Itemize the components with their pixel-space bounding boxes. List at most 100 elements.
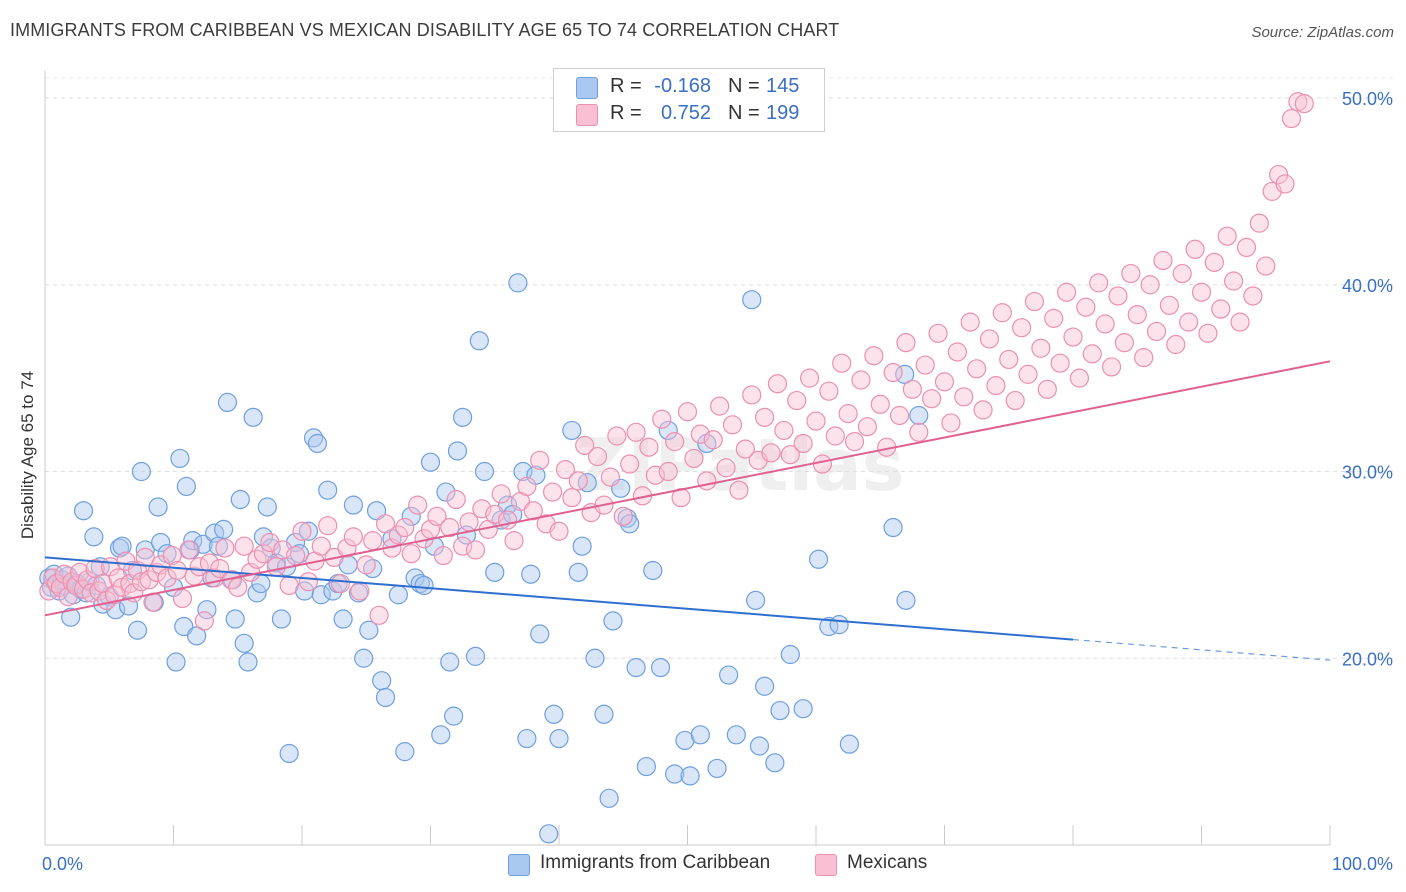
point-0-51 (238, 652, 258, 672)
point-0-77 (359, 620, 379, 640)
point-0-106 (513, 461, 533, 482)
point-1-189 (1166, 334, 1186, 355)
point-0-127 (643, 560, 663, 581)
point-1-199 (1230, 312, 1250, 332)
point-1-154 (941, 413, 961, 433)
point-1-80 (465, 540, 486, 560)
point-1-96 (568, 471, 588, 491)
trend-lines (44, 360, 1331, 661)
y-tick-labels: 20.0% 30.0% 40.0% 50.0% (1342, 89, 1393, 669)
point-1-102 (607, 426, 627, 446)
point-0-81 (375, 687, 396, 708)
point-1-196 (1211, 299, 1231, 319)
point-0-125 (626, 657, 646, 678)
point-0-94 (444, 706, 464, 726)
point-1-190 (1172, 263, 1192, 284)
y-tick-label-20: 20.0% (1342, 649, 1393, 669)
y-tick-label-40: 40.0% (1342, 276, 1393, 296)
point-1-151 (922, 389, 942, 409)
point-0-136 (719, 665, 739, 685)
legend-n-label: N = (728, 75, 760, 97)
point-1-168 (1031, 338, 1051, 358)
point-1-205 (1268, 164, 1289, 185)
point-1-105 (626, 422, 646, 442)
point-1-110 (658, 461, 678, 482)
point-0-53 (247, 583, 267, 603)
point-1-119 (716, 458, 736, 478)
point-0-116 (572, 536, 592, 556)
point-0-26 (131, 461, 151, 482)
point-1-128 (774, 420, 794, 441)
point-0-27 (135, 540, 155, 560)
point-0-130 (665, 764, 685, 784)
point-0-144 (780, 644, 800, 665)
point-1-24 (131, 572, 151, 592)
point-1-183 (1127, 305, 1147, 325)
point-1-173 (1063, 327, 1083, 347)
point-1-158 (967, 359, 987, 379)
point-1-75 (433, 545, 453, 566)
point-1-155 (947, 342, 967, 362)
trend-line-1 (44, 360, 1331, 617)
point-1-18 (108, 568, 128, 588)
point-1-191 (1179, 312, 1199, 332)
point-0-98 (465, 646, 486, 666)
point-0-79 (366, 501, 387, 521)
point-1-174 (1069, 368, 1090, 388)
legend-swatch-caribbean (576, 77, 598, 99)
data-points (39, 92, 1314, 844)
point-1-187 (1153, 250, 1173, 271)
legend-n-value-mexicans: 199 (766, 102, 800, 124)
point-1-64 (363, 531, 383, 551)
point-1-182 (1121, 263, 1141, 284)
point-1-34 (179, 540, 199, 560)
point-0-153 (909, 405, 929, 426)
point-1-93 (549, 521, 569, 541)
point-1-140 (851, 370, 871, 390)
point-1-120 (722, 415, 743, 435)
point-1-129 (780, 445, 800, 465)
point-0-143 (770, 700, 790, 721)
point-0-80 (372, 671, 392, 691)
point-1-132 (799, 368, 820, 388)
point-1-92 (542, 482, 563, 502)
point-1-107 (639, 437, 659, 457)
point-1-138 (838, 404, 858, 424)
point-0-138 (742, 290, 762, 310)
point-1-142 (864, 346, 884, 366)
point-1-116 (697, 471, 717, 491)
point-1-77 (446, 489, 466, 510)
point-0-45 (214, 519, 234, 539)
point-0-111 (539, 824, 559, 844)
point-0-56 (257, 497, 277, 517)
point-0-145 (793, 699, 813, 719)
point-0-39 (187, 626, 207, 646)
point-1-163 (999, 349, 1019, 370)
point-1-194 (1198, 323, 1218, 343)
point-1-97 (575, 435, 595, 455)
point-0-89 (420, 452, 441, 472)
point-0-149 (839, 734, 860, 754)
point-0-132 (680, 766, 700, 786)
point-1-160 (979, 329, 1000, 349)
point-0-33 (166, 652, 186, 672)
point-1-145 (883, 362, 903, 383)
bottom-legend-label-caribbean: Immigrants from Caribbean (540, 852, 771, 873)
point-1-149 (909, 422, 929, 442)
point-0-99 (469, 331, 489, 351)
point-1-175 (1076, 297, 1096, 317)
point-1-113 (677, 402, 698, 422)
point-1-207 (1281, 108, 1302, 129)
point-1-57 (318, 516, 338, 536)
point-1-147 (896, 333, 916, 353)
point-0-113 (549, 728, 569, 749)
point-0-29 (148, 497, 168, 517)
point-0-95 (447, 441, 468, 461)
point-0-38 (183, 531, 203, 551)
point-1-209 (1294, 94, 1314, 114)
point-1-133 (806, 411, 826, 431)
point-0-108 (521, 564, 541, 584)
point-0-126 (636, 756, 656, 777)
point-0-59 (271, 609, 292, 629)
point-1-85 (498, 510, 518, 530)
